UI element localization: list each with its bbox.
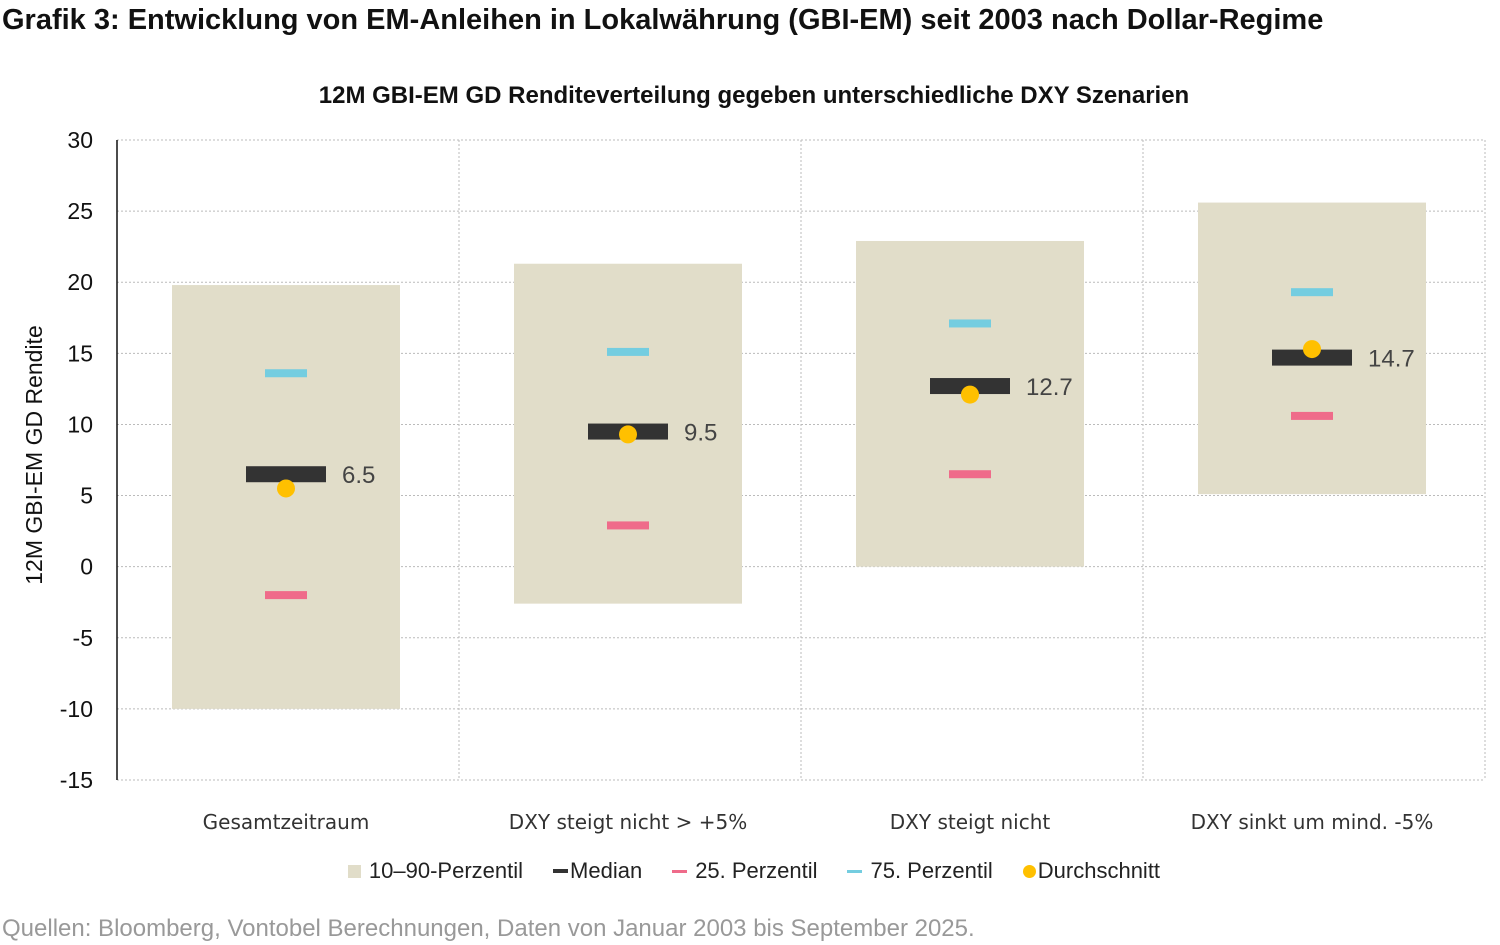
mean-point bbox=[961, 385, 979, 404]
legend: 10–90-Perzentil Median 25. Perzentil 75.… bbox=[0, 858, 1500, 884]
p25-marker bbox=[265, 591, 307, 600]
y-axis-label: 12M GBI-EM GD Rendite bbox=[21, 325, 47, 584]
mean-point bbox=[277, 479, 295, 498]
legend-label: Median bbox=[570, 858, 643, 883]
x-tick-label: DXY steigt nicht bbox=[890, 810, 1051, 834]
y-tick-label: 5 bbox=[80, 483, 93, 509]
x-tick-label: DXY steigt nicht > +5% bbox=[509, 810, 747, 834]
y-tick-label: 15 bbox=[67, 340, 93, 366]
legend-item-median: Median bbox=[553, 858, 642, 884]
median-data-label: 9.5 bbox=[684, 420, 717, 447]
mean-point bbox=[619, 425, 637, 444]
y-tick-label: -5 bbox=[73, 625, 93, 651]
p75-marker bbox=[1291, 288, 1333, 297]
y-tick-label: 25 bbox=[67, 198, 93, 224]
y-tick-label: -10 bbox=[60, 696, 93, 722]
median-data-label: 14.7 bbox=[1368, 346, 1415, 373]
legend-label: 10–90-Perzentil bbox=[368, 858, 524, 883]
chart-title: 12M GBI-EM GD Renditeverteilung gegeben … bbox=[318, 82, 1190, 109]
p75-marker bbox=[949, 319, 991, 328]
box-chart: 30 25 20 15 10 5 0 -5 -10 -15 12M GBI-EM GD Rendit… bbox=[21, 127, 1486, 834]
legend-item-p25: 25. Perzentil bbox=[672, 858, 817, 884]
legend-item-range: 10–90-Perzentil bbox=[347, 858, 524, 884]
x-tick-label: DXY sinkt um mind. -5% bbox=[1191, 810, 1434, 834]
p25-marker bbox=[607, 521, 649, 530]
x-tick-label: Gesamtzeitraum bbox=[203, 810, 370, 834]
figure-title: Grafik 3: Entwicklung von EM-Anleihen in… bbox=[2, 4, 1324, 36]
legend-label: Durchschnitt bbox=[1037, 858, 1161, 883]
y-tick-label: -15 bbox=[60, 767, 93, 793]
legend-swatch bbox=[672, 869, 688, 873]
legend-label: 75. Perzentil bbox=[870, 858, 993, 883]
y-tick-label: 0 bbox=[80, 554, 93, 580]
y-tick-label: 20 bbox=[67, 269, 93, 295]
median-data-label: 6.5 bbox=[342, 462, 375, 489]
legend-item-mean: Durchschnitt bbox=[1022, 858, 1161, 884]
y-tick-label: 10 bbox=[67, 411, 93, 437]
legend-swatch bbox=[847, 869, 863, 873]
legend-swatch bbox=[553, 869, 569, 873]
mean-point bbox=[1303, 340, 1321, 359]
legend-item-p75: 75. Perzentil bbox=[847, 858, 993, 884]
median-marker bbox=[246, 466, 326, 483]
p75-marker bbox=[265, 369, 307, 378]
legend-swatch bbox=[347, 864, 361, 878]
p25-marker bbox=[1291, 411, 1333, 420]
legend-swatch bbox=[1022, 864, 1036, 878]
source-note: Quellen: Bloomberg, Vontobel Berechnunge… bbox=[2, 915, 975, 942]
p75-marker bbox=[607, 347, 649, 356]
y-tick-label: 30 bbox=[67, 127, 93, 153]
p25-marker bbox=[949, 470, 991, 479]
range-box bbox=[856, 240, 1084, 567]
legend-label: 25. Perzentil bbox=[695, 858, 818, 883]
median-data-label: 12.7 bbox=[1026, 374, 1073, 401]
